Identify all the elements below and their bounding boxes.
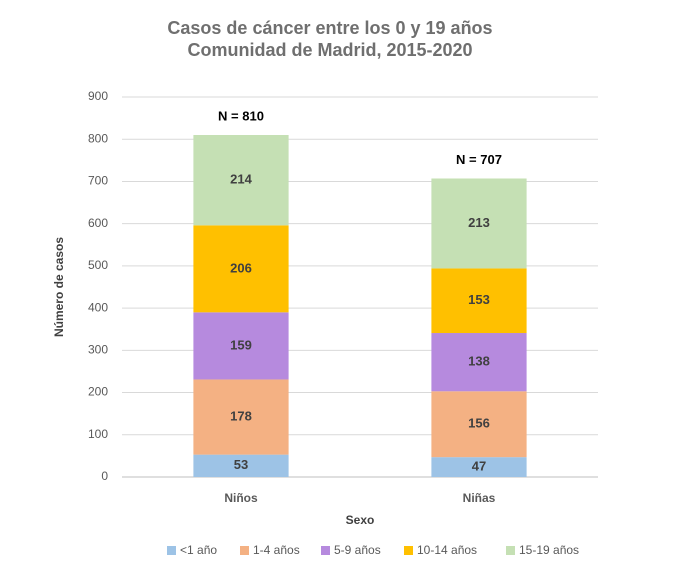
data-label: 178 bbox=[230, 408, 252, 423]
x-axis-title: Sexo bbox=[346, 513, 375, 527]
legend-swatch bbox=[506, 546, 515, 555]
y-tick-label: 700 bbox=[88, 174, 108, 188]
bar-segment bbox=[431, 333, 527, 392]
data-label: 214 bbox=[230, 172, 252, 187]
legend-swatch bbox=[404, 546, 413, 555]
bar-segment bbox=[193, 454, 289, 477]
data-label: 47 bbox=[472, 459, 486, 474]
y-tick-label: 600 bbox=[88, 216, 108, 230]
chart-subtitle: Comunidad de Madrid, 2015-2020 bbox=[187, 40, 472, 60]
data-label: 206 bbox=[230, 260, 252, 275]
data-label: 213 bbox=[468, 215, 490, 230]
total-label: N = 707 bbox=[456, 152, 502, 167]
y-tick-label: 500 bbox=[88, 258, 108, 272]
bar-segment bbox=[193, 225, 289, 313]
legend-swatch bbox=[321, 546, 330, 555]
legend-label: 10-14 años bbox=[417, 543, 477, 557]
legend-label: 5-9 años bbox=[334, 543, 381, 557]
y-tick-label: 0 bbox=[101, 469, 108, 483]
bar-segment bbox=[431, 268, 527, 334]
legend-label: 1-4 años bbox=[253, 543, 300, 557]
bar-segment bbox=[193, 312, 289, 380]
data-label: 159 bbox=[230, 337, 252, 352]
data-label: 156 bbox=[468, 416, 490, 431]
bar-segment bbox=[193, 379, 289, 455]
x-tick-label: Niños bbox=[224, 491, 258, 505]
data-label: 138 bbox=[468, 354, 490, 369]
x-tick-label: Niñas bbox=[463, 491, 496, 505]
chart-title: Casos de cáncer entre los 0 y 19 años bbox=[167, 18, 492, 38]
y-tick-label: 200 bbox=[88, 385, 108, 399]
legend-label: 15-19 años bbox=[519, 543, 579, 557]
total-label: N = 810 bbox=[218, 108, 264, 123]
bar-segment bbox=[431, 457, 527, 477]
bar-segment bbox=[431, 178, 527, 269]
y-tick-label: 900 bbox=[88, 89, 108, 103]
bar-segment bbox=[431, 391, 527, 458]
legend-label: <1 año bbox=[180, 543, 217, 557]
legend-swatch bbox=[167, 546, 176, 555]
y-tick-label: 300 bbox=[88, 343, 108, 357]
bar-segment bbox=[193, 135, 289, 226]
y-tick-label: 400 bbox=[88, 300, 108, 314]
y-axis-title: Número de casos bbox=[52, 237, 66, 337]
y-tick-label: 800 bbox=[88, 131, 108, 145]
y-tick-label: 100 bbox=[88, 427, 108, 441]
data-label: 53 bbox=[234, 457, 248, 472]
data-label: 153 bbox=[468, 292, 490, 307]
legend-swatch bbox=[240, 546, 249, 555]
